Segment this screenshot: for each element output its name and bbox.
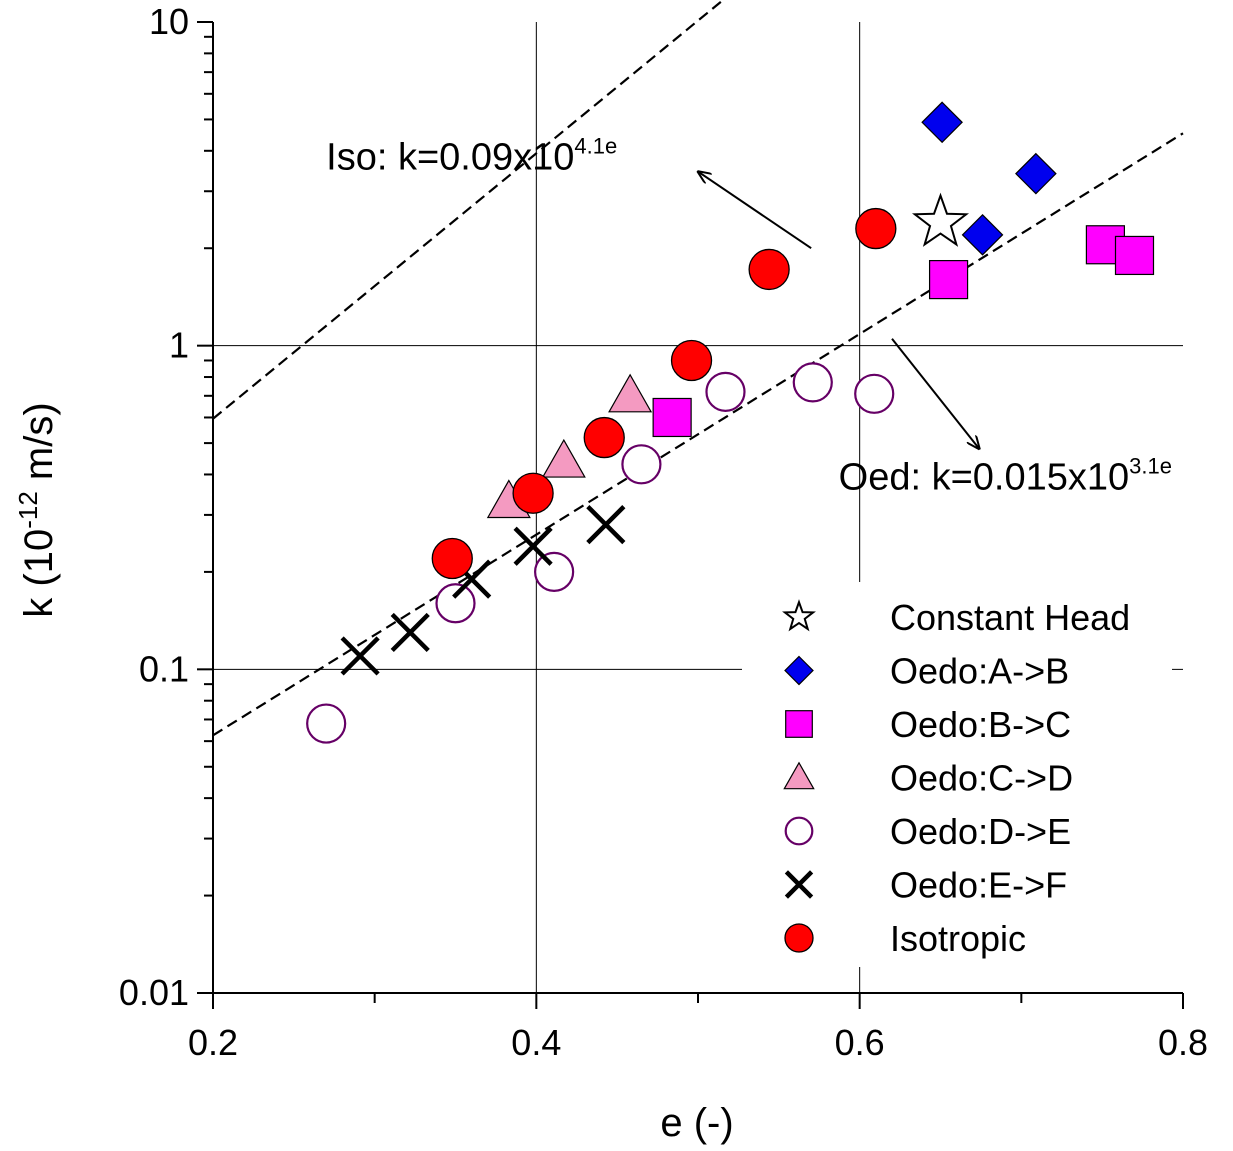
fit-line-iso <box>212 0 725 420</box>
point-isotropic <box>512 472 554 514</box>
point-oedo-b-c <box>652 397 692 438</box>
point-oedo-e-f <box>586 505 626 545</box>
x-tick-label: 0.4 <box>511 1022 561 1063</box>
legend-marker-oedo-a-b <box>784 655 814 686</box>
point-oedo-e-f <box>513 526 553 566</box>
y-axis-title: k (10-12 m/s) <box>13 402 61 617</box>
y-tick-label: 10 <box>149 1 189 42</box>
y-axis-title-rest: m/s) <box>17 402 61 491</box>
point-oedo-c-d <box>608 373 653 413</box>
legend-label-oedo-c-d: Oedo:C->D <box>890 758 1073 799</box>
x-tick-label: 0.6 <box>835 1022 885 1063</box>
point-oedo-d-e <box>435 583 476 624</box>
point-oedo-b-c <box>1114 235 1155 276</box>
point-oedo-d-e <box>792 362 833 403</box>
point-isotropic <box>670 339 713 382</box>
point-constant-head <box>911 192 970 247</box>
x-tick-label: 0.8 <box>1158 1022 1208 1063</box>
point-oedo-c-d <box>541 438 586 478</box>
legend: Constant Head Oedo:A->B Oedo:B->C Oedo:C->D… <box>742 582 1172 967</box>
y-tick-label: 1 <box>169 325 189 366</box>
y-axis-title-base: k (10 <box>17 529 61 618</box>
y-tick-label: 0.1 <box>139 648 189 689</box>
x-axis-title: e (-) <box>660 1101 733 1145</box>
annotation-iso: Iso: k=0.09x104.1e <box>326 134 617 179</box>
point-oedo-b-c <box>928 259 969 300</box>
legend-background <box>742 582 1172 967</box>
point-oedo-e-f <box>340 636 380 676</box>
point-oedo-d-e <box>534 551 575 592</box>
legend-marker-constant-head <box>782 599 816 632</box>
fit-lines <box>212 0 1184 737</box>
legend-marker-oedo-c-d <box>783 761 815 790</box>
point-isotropic <box>748 248 790 291</box>
legend-marker-oedo-b-c <box>785 710 813 738</box>
legend-label-isotropic: Isotropic <box>890 918 1026 959</box>
annotation-oed: Oed: k=0.015x103.1e <box>839 453 1172 498</box>
legend-label-oedo-d-e: Oedo:D->E <box>890 811 1071 852</box>
annotation-iso-exponent: 4.1e <box>574 134 617 159</box>
point-oedo-d-e <box>854 373 895 414</box>
point-oedo-d-e <box>621 444 662 485</box>
point-oedo-a-b <box>961 213 1004 256</box>
y-axis-title-sup: -12 <box>13 491 43 529</box>
annotation-arrow-iso <box>698 172 812 250</box>
x-tick-label: 0.2 <box>188 1022 238 1063</box>
data-points <box>306 101 1155 744</box>
point-isotropic <box>583 416 625 459</box>
point-oedo-d-e <box>306 703 347 744</box>
annotation-arrow-oed <box>891 338 979 449</box>
legend-label-constant-head: Constant Head <box>890 597 1130 638</box>
annotation-oed-text: Oed: k=0.015x10 <box>839 456 1130 498</box>
point-isotropic <box>431 537 473 580</box>
y-tick-label: 0.01 <box>119 972 189 1013</box>
point-oedo-a-b <box>1015 152 1057 195</box>
point-oedo-e-f <box>390 612 430 653</box>
legend-marker-oedo-d-e <box>784 816 814 846</box>
legend-label-oedo-e-f: Oedo:E->F <box>890 865 1067 906</box>
annotation-iso-text: Iso: k=0.09x10 <box>326 137 574 179</box>
legend-marker-oedo-e-f <box>784 870 814 899</box>
axes: 0.2 0.4 0.6 0.8 0.01 0.1 1 10 <box>119 1 1208 1063</box>
legend-marker-isotropic <box>784 923 814 953</box>
fit-line-oed <box>212 132 1184 737</box>
legend-label-oedo-b-c: Oedo:B->C <box>890 704 1071 745</box>
point-oedo-d-e <box>705 371 746 412</box>
point-oedo-a-b <box>921 101 963 144</box>
point-isotropic <box>855 207 897 250</box>
annotation-oed-exponent: 3.1e <box>1129 453 1172 478</box>
legend-label-oedo-a-b: Oedo:A->B <box>890 651 1069 692</box>
annotations: Iso: k=0.09x104.1e Oed: k=0.015x103.1e <box>326 134 1172 499</box>
